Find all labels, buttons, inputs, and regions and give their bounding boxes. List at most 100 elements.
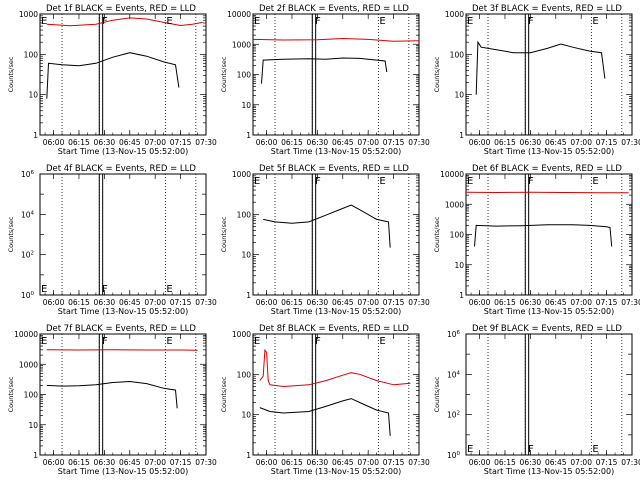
y-tick-label: 104 <box>21 210 35 219</box>
y-tick-label: 100 <box>21 291 35 300</box>
panel-title: Det 2f BLACK = Events, RED = LLD <box>259 4 409 14</box>
y-tick-label: 10 <box>241 411 251 420</box>
panel-8: Det 8f BLACK = Events, RED = LLD 1 10 100 10… <box>220 324 430 476</box>
y-tick-label: 10 <box>241 251 251 260</box>
y-tick-label: 1000 <box>19 10 38 19</box>
event-marker-label: E <box>254 336 260 347</box>
x-tick-label: 07:30 <box>408 298 430 307</box>
x-axis-label: Start Time (13-Nov-15 05:52:00) <box>484 147 614 156</box>
y-tick-label: 1000 <box>232 40 251 49</box>
event-marker-label: E <box>254 176 260 187</box>
y-tick-label: 100 <box>237 71 252 80</box>
y-tick-label: 10000 <box>440 170 464 179</box>
x-tick-label: 06:00 <box>469 458 491 467</box>
x-tick-label: 06:30 <box>520 138 542 147</box>
x-axis-label: Start Time (13-Nov-15 05:52:00) <box>271 147 401 156</box>
x-tick-label: 07:15 <box>170 298 192 307</box>
panel-9: Det 9f BLACK = Events, RED = LLD 100 102 10… <box>433 324 640 476</box>
y-tick-label: 1 <box>33 131 38 140</box>
event-marker-label: E <box>254 16 260 27</box>
y-tick-label: 1000 <box>232 170 251 179</box>
event-marker-label: F <box>102 16 108 27</box>
series-line-events <box>46 380 178 409</box>
x-tick-label: 06:45 <box>119 458 141 467</box>
event-marker-label: E <box>467 444 473 455</box>
x-tick-label: 07:15 <box>383 138 405 147</box>
x-tick-label: 06:15 <box>68 298 90 307</box>
y-tick-label: 104 <box>447 370 461 379</box>
y-tick-label: 1000 <box>232 330 251 339</box>
panel-1: Det 1f BLACK = Events, RED = LLD 1 10 100 10… <box>7 4 217 156</box>
x-tick-label: 07:00 <box>144 458 166 467</box>
panel-4: Det 4f BLACK = Events, RED = LLD 100 102 10… <box>7 164 217 316</box>
x-tick-label: 06:00 <box>256 458 278 467</box>
x-axis-label: Start Time (13-Nov-15 05:52:00) <box>58 147 188 156</box>
event-marker-label: E <box>41 16 47 27</box>
y-axis-label: Counts/sec <box>220 376 228 412</box>
x-tick-label: 07:00 <box>570 458 592 467</box>
x-tick-label: 07:15 <box>170 458 192 467</box>
event-marker-label: E <box>166 284 172 295</box>
x-tick-label: 06:30 <box>520 298 542 307</box>
panel-5: Det 5f BLACK = Events, RED = LLD 1 10 100 10… <box>220 164 430 316</box>
x-tick-label: 06:45 <box>332 138 354 147</box>
y-axis-label: Counts/sec <box>7 56 15 92</box>
event-marker-label: E <box>166 16 172 27</box>
y-tick-label: 1 <box>246 451 251 460</box>
x-tick-label: 06:45 <box>545 298 567 307</box>
y-tick-label: 1 <box>459 291 464 300</box>
y-tick-label: 1 <box>246 291 251 300</box>
series-line-lld <box>252 37 420 42</box>
series-line-lld <box>465 191 629 194</box>
x-tick-label: 07:00 <box>570 298 592 307</box>
y-tick-label: 100 <box>447 451 461 460</box>
x-tick-label: 06:45 <box>119 138 141 147</box>
y-axis-label: Counts/sec <box>433 56 441 92</box>
panel-title: Det 3f BLACK = Events, RED = LLD <box>472 4 622 14</box>
x-tick-label: 06:30 <box>307 298 329 307</box>
x-tick-label: 07:00 <box>357 458 379 467</box>
panel-title: Det 9f BLACK = Events, RED = LLD <box>472 324 622 334</box>
y-tick-label: 1000 <box>445 200 464 209</box>
event-marker-label: F <box>315 16 321 27</box>
x-tick-label: 06:00 <box>43 298 65 307</box>
x-tick-label: 07:15 <box>596 458 618 467</box>
plot-frame <box>465 13 633 136</box>
y-tick-label: 100 <box>237 210 252 219</box>
x-tick-label: 06:45 <box>332 298 354 307</box>
x-axis-label: Start Time (13-Nov-15 05:52:00) <box>484 467 614 476</box>
y-tick-label: 10000 <box>14 330 38 339</box>
event-marker-label: E <box>592 176 598 187</box>
panel-2: Det 2f BLACK = Events, RED = LLD 1 10 100 10… <box>220 4 430 156</box>
plot-frame <box>252 13 420 136</box>
y-tick-label: 1 <box>33 451 38 460</box>
panel-title: Det 5f BLACK = Events, RED = LLD <box>259 164 409 174</box>
y-axis-label: Counts/sec <box>433 216 441 252</box>
x-tick-label: 06:30 <box>94 138 116 147</box>
x-tick-label: 07:00 <box>144 298 166 307</box>
event-marker-label: F <box>102 336 108 347</box>
panel-title: Det 6f BLACK = Events, RED = LLD <box>472 164 622 174</box>
series-line-events <box>475 40 606 95</box>
y-tick-label: 10000 <box>227 10 251 19</box>
panel-7: Det 7f BLACK = Events, RED = LLD 1 10 100 10… <box>7 324 217 476</box>
x-axis-label: Start Time (13-Nov-15 05:52:00) <box>58 467 188 476</box>
x-tick-label: 06:00 <box>43 138 65 147</box>
plot-frame <box>465 333 633 456</box>
series-line-events <box>261 57 388 84</box>
x-tick-label: 07:30 <box>195 298 217 307</box>
x-tick-label: 07:30 <box>195 138 217 147</box>
x-tick-label: 06:15 <box>68 138 90 147</box>
event-marker-label: E <box>41 336 47 347</box>
x-tick-label: 07:00 <box>144 138 166 147</box>
panel-6: Det 6f BLACK = Events, RED = LLD 1 10 100 10… <box>433 164 640 316</box>
y-tick-label: 102 <box>21 251 34 260</box>
x-tick-label: 06:15 <box>281 458 303 467</box>
event-marker-label: E <box>41 284 47 295</box>
plot-frame <box>39 13 207 136</box>
y-tick-label: 100 <box>24 50 39 59</box>
x-tick-label: 07:15 <box>170 138 192 147</box>
y-tick-label: 10 <box>454 91 464 100</box>
x-tick-label: 06:00 <box>256 298 278 307</box>
event-marker-label: E <box>467 176 473 187</box>
